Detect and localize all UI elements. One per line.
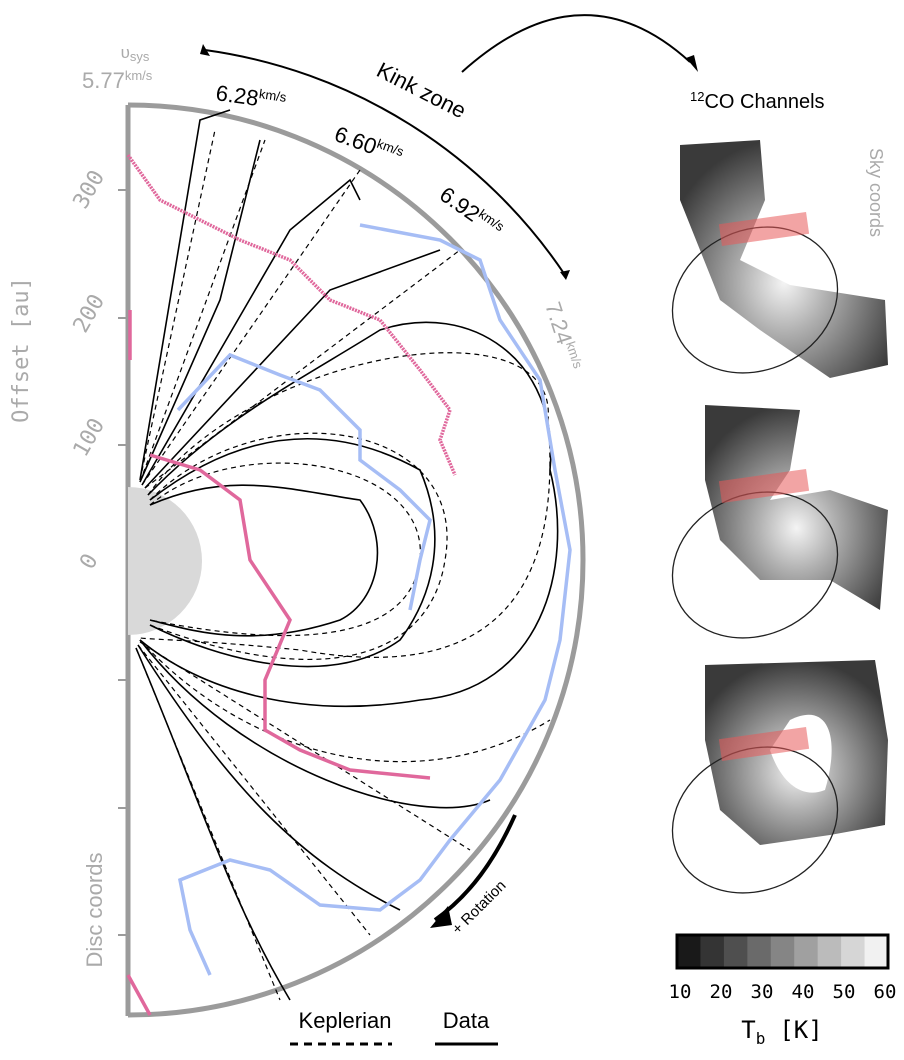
symbol: T <box>741 1016 755 1044</box>
channel-maps: 12CO Channels Sky coords <box>671 89 888 894</box>
vsys-sub: sys <box>130 49 150 64</box>
colorbar-tick-label: 30 <box>751 981 774 1003</box>
colorbar-step <box>700 935 725 968</box>
colorbar-step <box>677 935 701 968</box>
velocity: 6.92 <box>435 182 484 227</box>
outer-arc <box>127 102 586 1018</box>
y-tick-label: 100 <box>69 414 111 461</box>
unit: km/s <box>258 86 288 105</box>
channel-1 <box>671 140 888 378</box>
colorbar-step <box>747 935 772 968</box>
y-tick-label: 0 <box>75 550 103 574</box>
axis-ticks <box>118 189 128 936</box>
colorbar-label: Tb [K] <box>741 1016 822 1048</box>
kepler-curves <box>135 129 551 1001</box>
colorbar: 10 20 30 40 50 60 Tb [K] <box>669 933 897 1048</box>
legend-kepler: Keplerian <box>299 1008 392 1033</box>
vsys-number: 5.77 <box>82 68 125 93</box>
vsys-label: υsys <box>121 43 150 64</box>
pink-trace <box>126 153 457 476</box>
colorbar-tick-label: 50 <box>833 981 856 1003</box>
velocity: 6.60 <box>331 121 380 159</box>
y-axis-label: Offset [au] <box>9 277 34 423</box>
unit: km/s <box>563 340 586 371</box>
colorbar-steps <box>677 935 889 968</box>
disc-label: Disc coords <box>82 853 107 968</box>
kink-label: Kink zone <box>373 57 470 123</box>
colorbar-tick-label: 40 <box>792 981 815 1003</box>
sub: b <box>756 1029 766 1048</box>
colorbar-step <box>770 935 795 968</box>
unit: km/s <box>476 206 507 234</box>
colorbar-tick-label: 10 <box>669 981 692 1003</box>
isotope: 12 <box>690 89 704 104</box>
channel-3 <box>671 660 888 894</box>
velocity-label: 6.28km/s <box>214 80 288 115</box>
data-curves <box>135 109 559 1001</box>
pink-trace <box>149 453 431 780</box>
colorbar-step <box>723 935 748 968</box>
colorbar-ticks: 10 20 30 40 50 60 <box>669 981 897 1003</box>
sky-label: Sky coords <box>866 148 886 237</box>
y-tick-label: 300 <box>69 166 111 213</box>
colorbar-step <box>794 935 819 968</box>
unit: [K] <box>779 1016 822 1044</box>
colorbar-tick-label: 20 <box>710 981 733 1003</box>
vsys-value: 5.77km/s <box>82 68 153 93</box>
colorbar-step <box>817 935 842 968</box>
pink-trace <box>126 310 152 1016</box>
y-tick-label: 200 <box>69 290 111 337</box>
channels-title: 12CO Channels <box>690 89 825 113</box>
arrow-head <box>430 906 452 928</box>
vsys-unit: km/s <box>125 68 153 83</box>
link-arrow <box>461 14 691 73</box>
velocity-label: 7.24km/s <box>540 299 586 374</box>
rotation-label: + Rotation <box>449 877 510 938</box>
colorbar-frame <box>675 933 890 970</box>
unit: km/s <box>375 136 406 160</box>
vsys-symbol: υ <box>121 43 130 62</box>
title: CO Channels <box>704 91 824 113</box>
arrow-head <box>686 55 698 72</box>
blue-trace <box>177 223 572 976</box>
inner-disc <box>128 487 202 635</box>
channel-2 <box>671 405 888 639</box>
velocity: 7.24 <box>540 299 577 347</box>
colorbar-step <box>864 935 889 968</box>
kink-arc <box>204 49 566 276</box>
colorbar-step <box>841 935 866 968</box>
velocity: 6.28 <box>214 80 260 111</box>
velocity-label: 6.60km/s <box>331 121 406 169</box>
colorbar-tick-label: 60 <box>874 981 897 1003</box>
y-ticks: 0 100 200 300 <box>69 166 111 573</box>
legend-data: Data <box>443 1008 490 1033</box>
blue-trace <box>176 352 432 611</box>
